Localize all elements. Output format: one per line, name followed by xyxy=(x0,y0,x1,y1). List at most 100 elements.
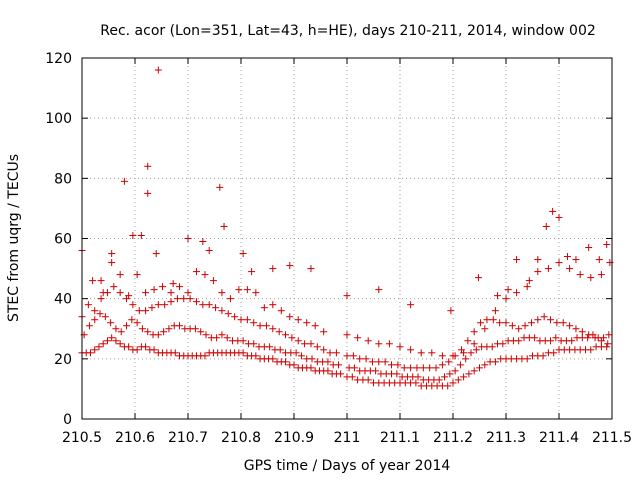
data-point xyxy=(566,265,574,273)
data-point xyxy=(489,316,497,324)
data-point xyxy=(243,316,251,324)
data-point xyxy=(112,337,120,345)
data-point xyxy=(572,325,580,333)
data-point xyxy=(449,379,457,387)
data-point xyxy=(125,343,133,351)
data-point xyxy=(472,346,480,354)
x-tick-label: 210.6 xyxy=(115,430,155,446)
data-point xyxy=(252,352,260,360)
data-point xyxy=(605,331,613,339)
data-point xyxy=(555,213,563,221)
y-tick-label: 100 xyxy=(45,111,72,127)
data-point xyxy=(324,367,332,375)
data-point xyxy=(154,301,162,309)
data-point xyxy=(117,328,125,336)
data-point xyxy=(97,277,105,285)
data-point xyxy=(85,322,93,330)
data-point xyxy=(176,322,184,330)
data-point xyxy=(513,256,521,264)
data-point xyxy=(372,367,380,375)
data-point xyxy=(362,355,370,363)
data-point xyxy=(307,265,315,273)
data-point xyxy=(192,298,200,306)
data-point xyxy=(597,337,605,345)
x-tick-label: 211.2 xyxy=(433,430,473,446)
x-tick-label: 210.9 xyxy=(274,430,314,446)
data-point xyxy=(282,358,290,366)
data-point xyxy=(142,307,150,315)
data-point xyxy=(407,346,415,354)
data-point xyxy=(231,313,239,321)
data-point xyxy=(169,280,177,288)
data-point xyxy=(144,162,152,170)
x-tick-label: 210.8 xyxy=(221,430,261,446)
data-point xyxy=(603,343,611,351)
data-point xyxy=(435,376,443,384)
data-point xyxy=(324,358,332,366)
data-point xyxy=(591,334,599,342)
data-point xyxy=(375,358,383,366)
data-point xyxy=(585,331,593,339)
data-point xyxy=(138,325,146,333)
data-point xyxy=(101,313,109,321)
data-point xyxy=(375,286,383,294)
data-point xyxy=(205,301,213,309)
data-point xyxy=(446,370,454,378)
data-points xyxy=(78,66,614,390)
data-point xyxy=(91,346,99,354)
data-point xyxy=(467,349,475,357)
data-point xyxy=(381,358,389,366)
x-tick-label: 211.5 xyxy=(592,430,632,446)
data-point xyxy=(123,322,131,330)
data-point xyxy=(417,349,425,357)
data-point xyxy=(445,358,453,366)
data-point xyxy=(552,334,560,342)
data-point xyxy=(527,319,535,327)
data-point xyxy=(269,265,277,273)
data-point xyxy=(540,313,548,321)
data-point xyxy=(441,373,449,381)
data-point xyxy=(523,355,531,363)
y-tick-labels: 0 20 40 60 80 100 120 xyxy=(45,51,72,428)
axis-ticks xyxy=(81,57,613,420)
data-point xyxy=(454,376,462,384)
data-point xyxy=(354,334,362,342)
x-tick-labels: 210.5 210.6 210.7 210.8 210.9 211 211.1 211.2 21… xyxy=(62,430,632,446)
data-point xyxy=(494,292,502,300)
x-axis-label: GPS time / Days of year 2014 xyxy=(244,458,451,474)
data-point xyxy=(160,328,168,336)
data-point xyxy=(491,358,499,366)
data-point xyxy=(539,352,547,360)
data-point xyxy=(243,286,251,294)
data-point xyxy=(491,307,499,315)
data-point xyxy=(343,331,351,339)
data-point xyxy=(205,247,213,255)
data-point xyxy=(218,289,226,297)
data-point xyxy=(414,373,422,381)
data-point xyxy=(152,250,160,258)
data-point xyxy=(542,222,550,230)
y-tick-label: 80 xyxy=(54,171,72,187)
data-point xyxy=(128,316,136,324)
data-point xyxy=(477,319,485,327)
data-point xyxy=(375,340,383,348)
grid-lines xyxy=(82,58,612,419)
data-point xyxy=(349,352,357,360)
x-tick-label: 211.1 xyxy=(380,430,420,446)
data-point xyxy=(534,316,542,324)
x-tick-label: 210.7 xyxy=(168,430,208,446)
data-point xyxy=(307,340,315,348)
data-point xyxy=(412,379,420,387)
data-point xyxy=(276,346,284,354)
y-tick-label: 20 xyxy=(54,352,72,368)
data-point xyxy=(96,310,104,318)
data-point xyxy=(307,364,315,372)
data-point xyxy=(292,349,300,357)
data-point xyxy=(112,325,120,333)
data-point xyxy=(248,268,256,276)
data-point xyxy=(438,361,446,369)
data-point xyxy=(154,331,162,339)
data-point xyxy=(476,364,483,372)
data-point xyxy=(250,340,258,348)
data-point xyxy=(180,295,188,303)
